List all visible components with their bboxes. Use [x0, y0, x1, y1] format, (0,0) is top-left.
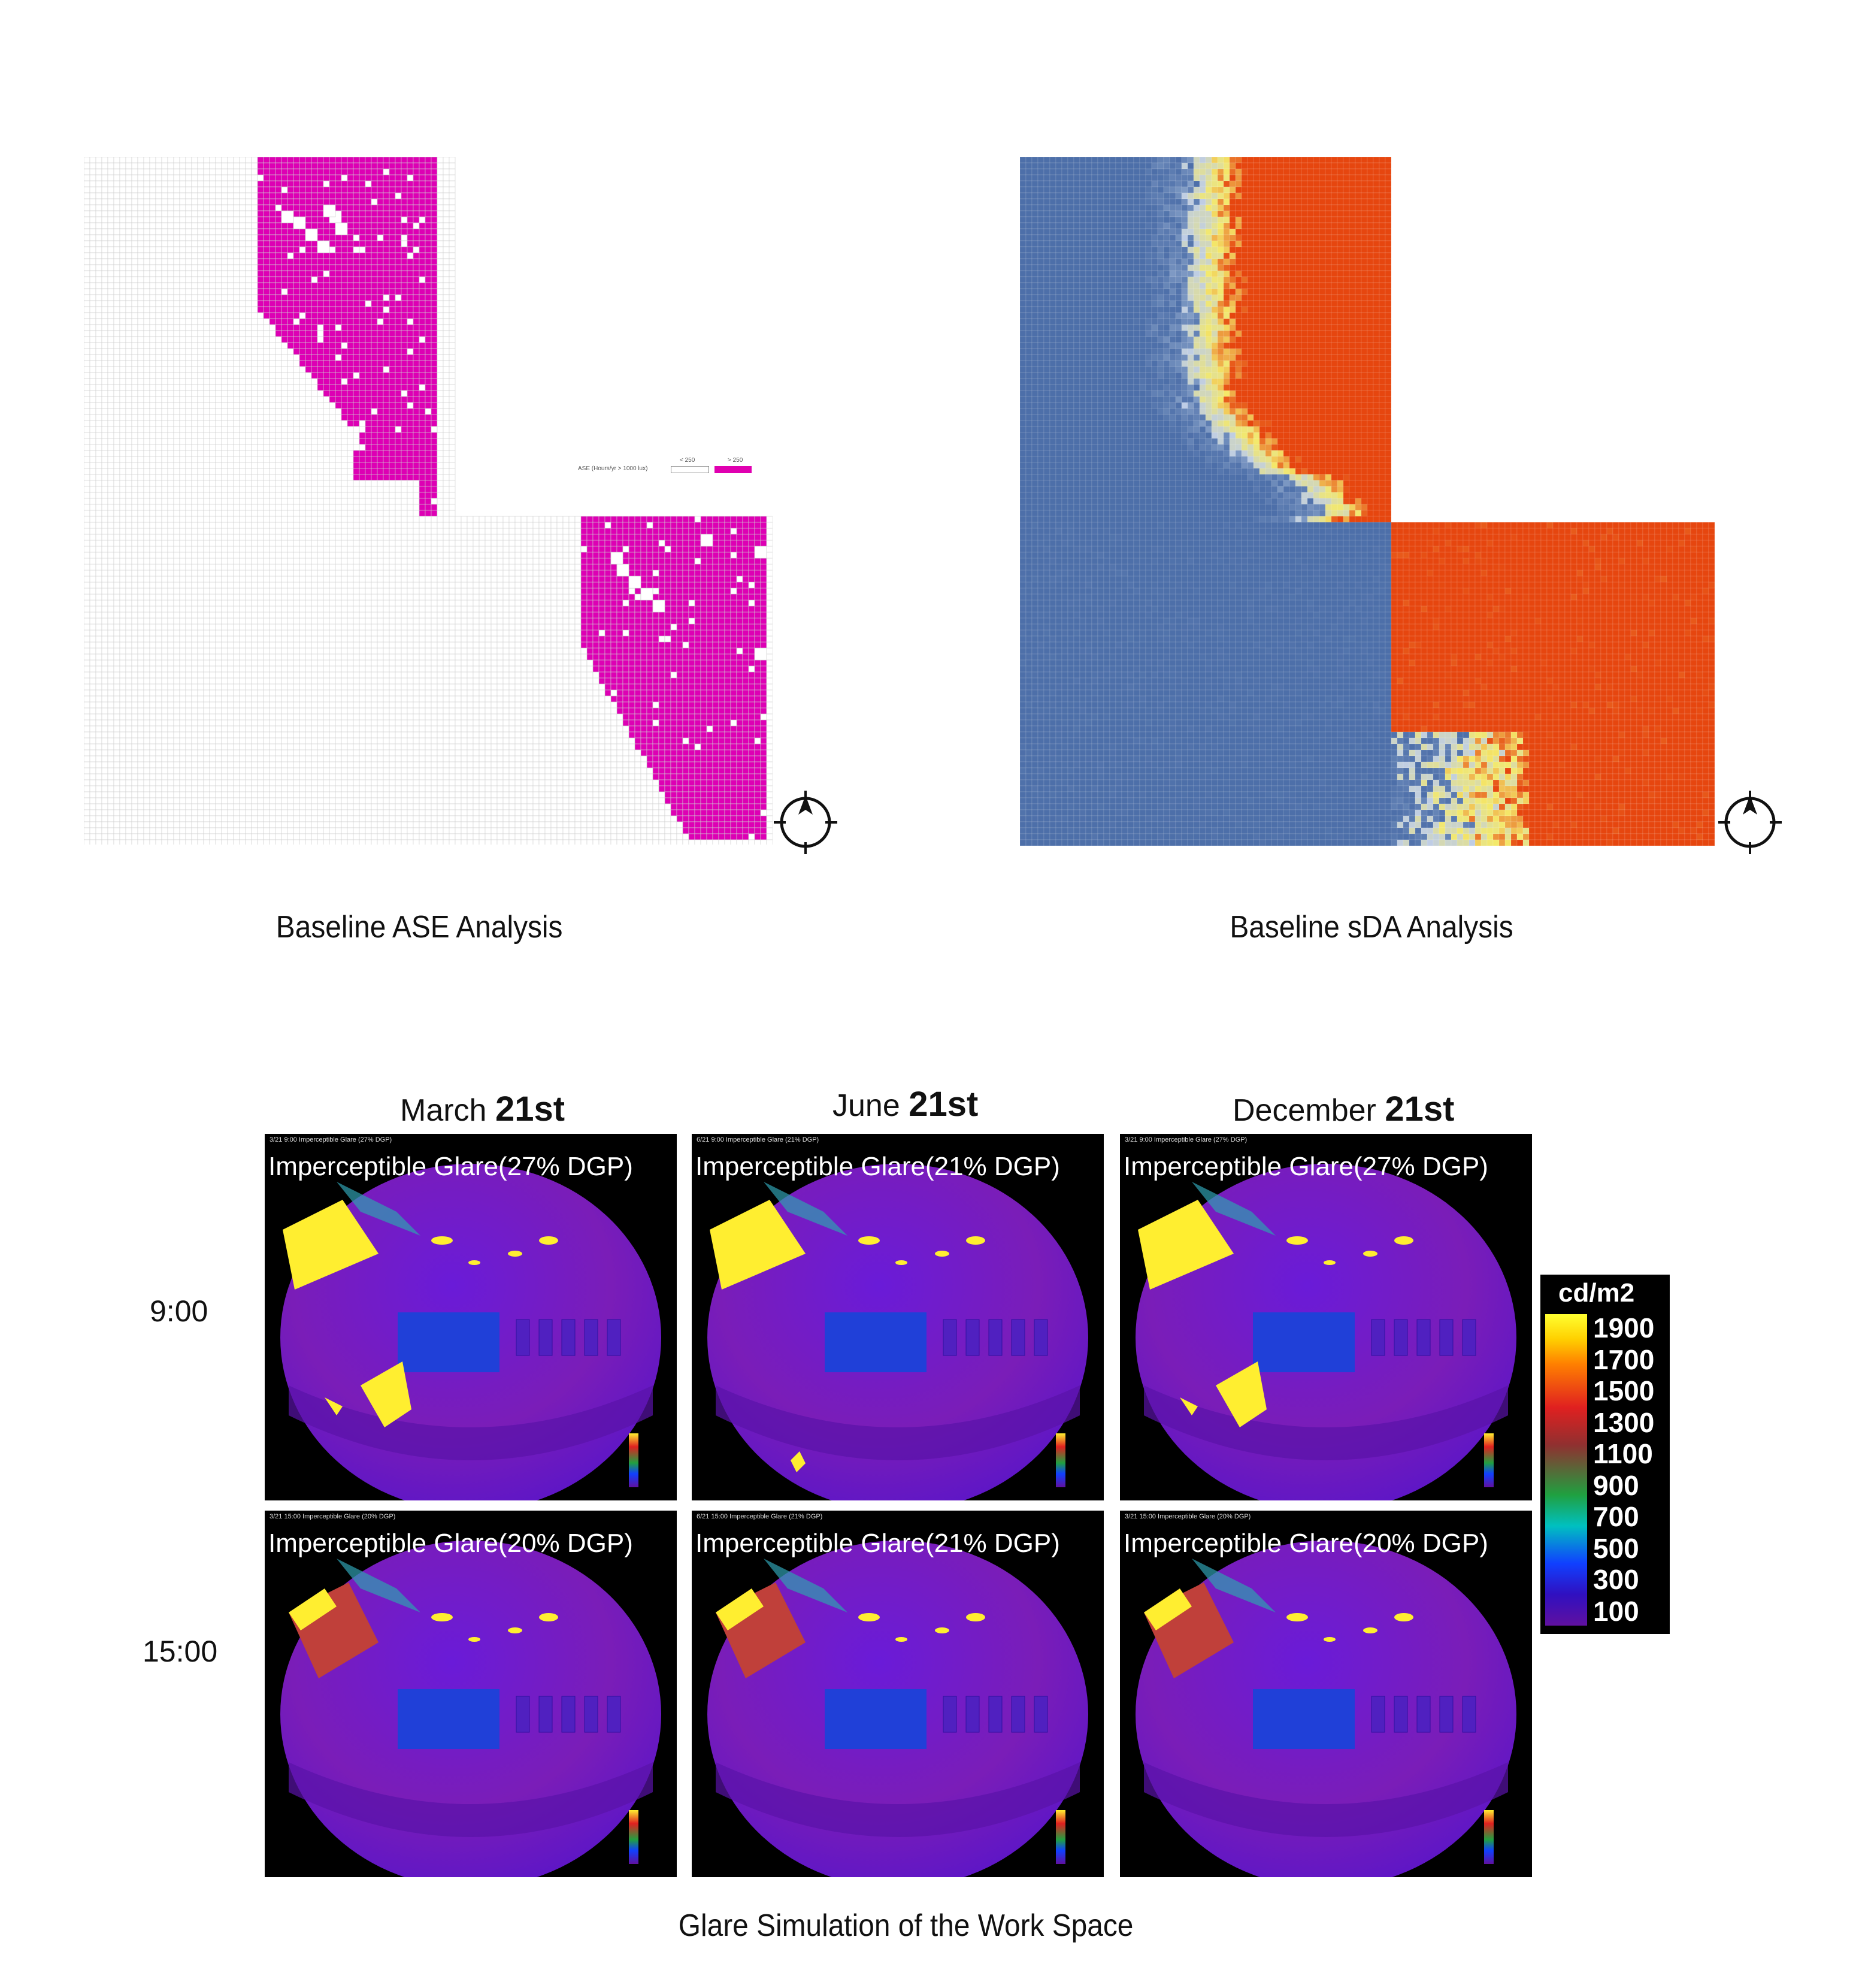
- ase-legend-low: < 250: [680, 457, 695, 464]
- scale-tick-label: 900: [1593, 1469, 1639, 1502]
- scale-tick-label: 300: [1593, 1563, 1639, 1596]
- tile-small-label: 3/21 9:00 Imperceptible Glare (27% DGP): [270, 1136, 392, 1143]
- tile-small-label: 3/21 15:00 Imperceptible Glare (20% DGP): [270, 1513, 395, 1520]
- column-month: June: [832, 1088, 900, 1123]
- tile-glare-label: Imperceptible Glare(21% DGP): [695, 1152, 1060, 1182]
- tile-small-label: 3/21 15:00 Imperceptible Glare (20% DGP): [1125, 1513, 1251, 1520]
- ase-legend-high-swatch: [714, 466, 752, 473]
- scale-tick-label: 500: [1593, 1532, 1639, 1565]
- scale-unit: cd/m2: [1558, 1278, 1634, 1308]
- tile-glare-label: Imperceptible Glare(20% DGP): [1124, 1529, 1488, 1559]
- glare-caption: Glare Simulation of the Work Space: [679, 1908, 1134, 1944]
- row-header-3pm: 15:00: [143, 1634, 217, 1669]
- glare-tile-june-0900: 6/21 9:00 Imperceptible Glare (21% DGP) …: [692, 1134, 1104, 1500]
- glare-tile-june-1500: 6/21 15:00 Imperceptible Glare (21% DGP)…: [692, 1511, 1104, 1877]
- scale-tick-label: 1100: [1593, 1438, 1653, 1470]
- tile-glare-label: Imperceptible Glare(21% DGP): [695, 1529, 1060, 1559]
- sda-floorplan-grid: [1020, 157, 1715, 846]
- glare-tile-december-0900: 3/21 9:00 Imperceptible Glare (27% DGP) …: [1120, 1134, 1532, 1500]
- ase-legend: ASE (Hours/yr > 1000 lux) < 250 > 250: [578, 457, 758, 476]
- ase-floorplan-grid: [84, 157, 773, 845]
- scale-tick-label: 100: [1593, 1595, 1639, 1627]
- tile-glare-label: Imperceptible Glare(27% DGP): [1124, 1152, 1488, 1182]
- scale-tick-label: 1500: [1593, 1375, 1654, 1407]
- scale-tick-label: 1300: [1593, 1406, 1654, 1439]
- column-header-march: March 21st: [400, 1089, 565, 1129]
- scale-color-bar: [1545, 1314, 1587, 1626]
- tile-small-label: 6/21 15:00 Imperceptible Glare (21% DGP): [697, 1513, 822, 1520]
- column-day: 21st: [909, 1085, 978, 1124]
- glare-tile-march-0900: 3/21 9:00 Imperceptible Glare (27% DGP) …: [265, 1134, 677, 1500]
- column-header-december: December 21st: [1233, 1089, 1454, 1129]
- glare-tile-march-1500: 3/21 15:00 Imperceptible Glare (20% DGP)…: [265, 1511, 677, 1877]
- north-compass-icon: [1718, 791, 1782, 854]
- ase-legend-low-swatch: [671, 466, 709, 473]
- north-compass-icon: [774, 791, 837, 854]
- column-day: 21st: [495, 1090, 565, 1128]
- scale-tick-label: 1900: [1593, 1312, 1654, 1344]
- column-month: March: [400, 1093, 486, 1128]
- glare-tile-december-1500: 3/21 15:00 Imperceptible Glare (20% DGP)…: [1120, 1511, 1532, 1877]
- luminance-scale: cd/m2 1900 1700 1500 1300 1100 900 700 500 300 10…: [1540, 1275, 1670, 1634]
- column-month: December: [1233, 1093, 1376, 1128]
- tile-glare-label: Imperceptible Glare(27% DGP): [268, 1152, 633, 1182]
- row-header-9am: 9:00: [150, 1294, 208, 1329]
- ase-legend-high: > 250: [728, 457, 743, 464]
- tile-small-label: 3/21 9:00 Imperceptible Glare (27% DGP): [1125, 1136, 1247, 1143]
- ase-legend-label: ASE (Hours/yr > 1000 lux): [578, 465, 647, 472]
- scale-tick-label: 1700: [1593, 1344, 1654, 1376]
- tile-glare-label: Imperceptible Glare(20% DGP): [268, 1529, 633, 1559]
- sda-caption: Baseline sDA Analysis: [1228, 909, 1515, 945]
- ase-caption: Baseline ASE Analysis: [276, 909, 563, 945]
- scale-tick-label: 700: [1593, 1500, 1639, 1533]
- column-day: 21st: [1385, 1090, 1454, 1128]
- tile-small-label: 6/21 9:00 Imperceptible Glare (21% DGP): [697, 1136, 819, 1143]
- column-header-june: June 21st: [832, 1084, 978, 1124]
